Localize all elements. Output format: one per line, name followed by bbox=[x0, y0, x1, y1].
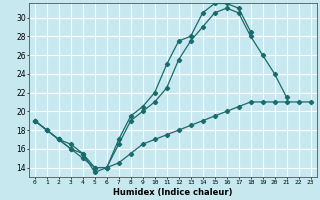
X-axis label: Humidex (Indice chaleur): Humidex (Indice chaleur) bbox=[113, 188, 232, 197]
